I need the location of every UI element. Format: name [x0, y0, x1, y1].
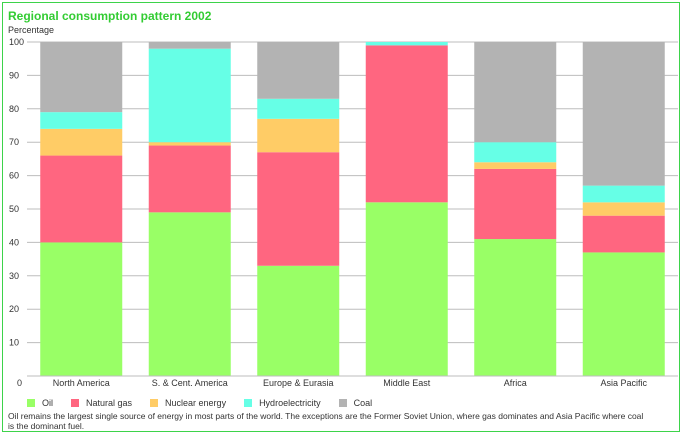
bar-segment: [582, 252, 665, 376]
bar-segment: [582, 215, 665, 253]
legend-item: Oil: [27, 398, 53, 408]
y-tick-label: 50: [9, 204, 19, 214]
x-tick-label: Europe & Eurasia: [263, 378, 334, 388]
y-tick-label: 30: [9, 271, 19, 281]
bar-segment: [365, 45, 448, 203]
legend-label: Natural gas: [86, 398, 133, 408]
bar-segment: [257, 98, 340, 119]
y-tick-label: 60: [9, 171, 19, 181]
chart-legend: Oil Natural gas Nuclear energy Hydroelectri…: [27, 397, 390, 409]
bar-segment: [257, 152, 340, 266]
bar-segment: [365, 42, 448, 46]
x-tick-label: Middle East: [383, 378, 431, 388]
bar-segment: [257, 118, 340, 153]
legend-label: Nuclear energy: [165, 398, 227, 408]
y-tick-label: 100: [9, 37, 24, 47]
legend-item: Coal: [338, 398, 373, 408]
legend-item: Nuclear energy: [150, 398, 226, 408]
x-tick-label: S. & Cent. America: [152, 378, 228, 388]
bar-segment: [40, 42, 123, 113]
bar-segment: [148, 42, 231, 49]
bar-segment: [474, 142, 557, 163]
y-tick-label: 80: [9, 104, 19, 114]
bar-segment: [582, 185, 665, 203]
legend-swatch: [244, 399, 253, 407]
bar-segment: [40, 128, 123, 156]
bar-segment: [474, 168, 557, 240]
y-tick-label: 90: [9, 70, 19, 80]
bar-segment: [40, 155, 123, 243]
chart-footnote: Oil remains the largest single source of…: [8, 411, 644, 431]
legend-swatch: [150, 399, 159, 407]
legend-label: Coal: [353, 398, 373, 408]
legend-item: Hydroelectricity: [244, 398, 321, 408]
bar-segment: [257, 42, 340, 99]
bar-segment: [257, 265, 340, 376]
bar-segment: [148, 142, 231, 146]
y-tick-label: 10: [9, 338, 19, 348]
x-tick-label: Asia Pacific: [600, 378, 647, 388]
y-tick-label: 20: [9, 304, 19, 314]
chart-title: Regional consumption pattern 2002: [8, 9, 212, 23]
bar-segment: [365, 202, 448, 376]
bar-segment: [40, 242, 123, 376]
x-tick-label: Africa: [504, 378, 527, 388]
bar-segment: [148, 145, 231, 213]
y-axis-label: Percentage: [8, 25, 55, 35]
bar-segment: [474, 239, 557, 376]
y-tick-label: 0: [17, 378, 22, 388]
legend-swatch: [27, 399, 35, 407]
legend-label: Oil: [42, 398, 53, 408]
y-tick-label: 40: [9, 237, 19, 247]
legend-label: Hydroelectricity: [259, 398, 321, 408]
legend-swatch: [338, 399, 347, 407]
bar-segment: [474, 42, 557, 143]
bar-segment: [582, 202, 665, 216]
bar-segment: [40, 112, 123, 129]
x-tick-label: North America: [53, 378, 110, 388]
bar-segment: [474, 162, 557, 169]
bar-segment: [148, 48, 231, 143]
y-tick-label: 70: [9, 137, 19, 147]
bar-segment: [148, 212, 231, 376]
legend-item: Natural gas: [71, 398, 132, 408]
bar-segment: [582, 42, 665, 186]
legend-swatch: [71, 399, 79, 407]
